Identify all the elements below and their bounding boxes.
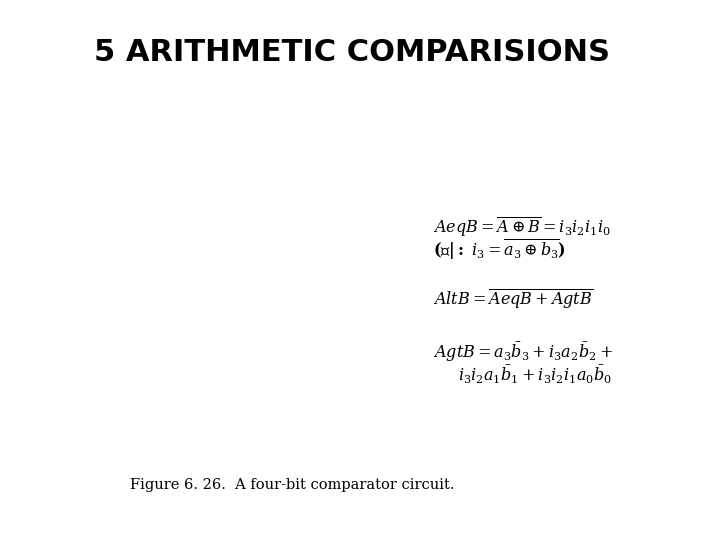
Text: Figure 6. 26.  A four-bit comparator circuit.: Figure 6. 26. A four-bit comparator circ…: [130, 478, 454, 492]
Text: $AgtB = a_3\bar{b}_3 + i_3 a_2\bar{b}_2 +$: $AgtB = a_3\bar{b}_3 + i_3 a_2\bar{b}_2 …: [433, 340, 613, 363]
Text: 5 ARITHMETIC COMPARISIONS: 5 ARITHMETIC COMPARISIONS: [94, 38, 610, 67]
Text: $\mathbf{(}\mathbf{\text{예}}\mathbf{|}\mathbf{:}\ i_3 = \overline{a_3 \oplus b_3: $\mathbf{(}\mathbf{\text{예}}\mathbf{|}\m…: [433, 238, 566, 262]
Text: $AltB = \overline{AeqB + AgtB}$: $AltB = \overline{AeqB + AgtB}$: [433, 288, 593, 312]
Text: $i_3 i_2 a_1\bar{b}_1 + i_3 i_2 i_1 a_0\bar{b}_0$: $i_3 i_2 a_1\bar{b}_1 + i_3 i_2 i_1 a_0\…: [459, 363, 612, 386]
Text: $AeqB = \overline{A \oplus B} = i_3 i_2 i_1 i_0$: $AeqB = \overline{A \oplus B} = i_3 i_2 …: [433, 215, 611, 239]
